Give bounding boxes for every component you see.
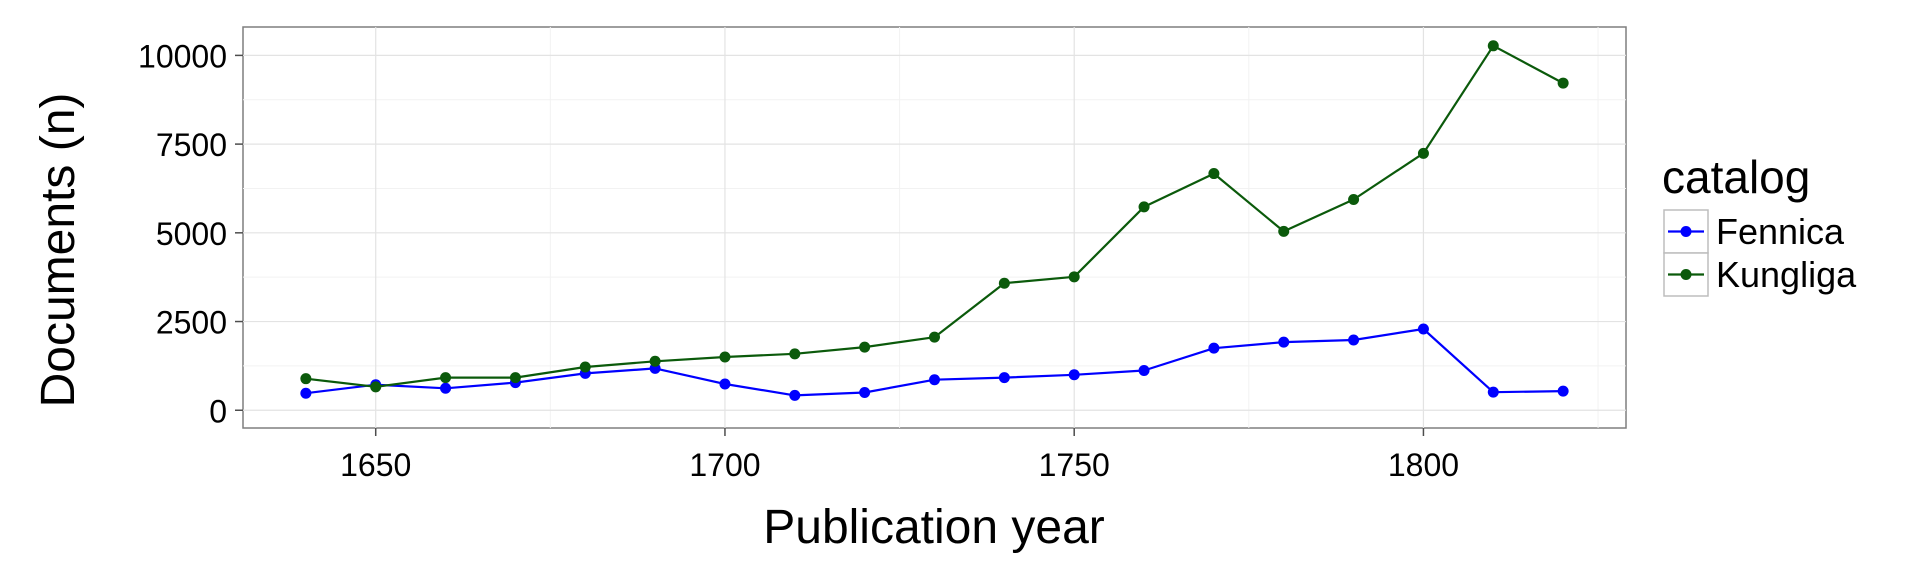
data-point-kungliga — [370, 381, 382, 393]
major-gridlines — [243, 27, 1626, 428]
data-point-fennica — [998, 372, 1010, 384]
minor-gridlines — [243, 27, 1626, 428]
legend-key-point-fennica — [1680, 226, 1692, 237]
data-point-kungliga — [859, 341, 871, 353]
x-tick-label: 1750 — [1039, 447, 1110, 483]
data-point-kungliga — [1348, 193, 1360, 205]
legend-key-point-kungliga — [1680, 269, 1692, 280]
y-tick-label: 7500 — [156, 127, 227, 163]
data-point-kungliga — [440, 372, 452, 384]
data-point-kungliga — [649, 355, 661, 367]
legend-label-kungliga: Kungliga — [1716, 254, 1857, 295]
data-point-fennica — [929, 374, 940, 386]
data-point-kungliga — [719, 351, 731, 363]
x-axis-title: Publication year — [763, 501, 1105, 554]
data-point-kungliga — [1417, 147, 1429, 159]
y-tick-label: 5000 — [156, 216, 227, 252]
data-point-kungliga — [579, 361, 591, 373]
data-point-fennica — [1417, 323, 1429, 335]
data-point-fennica — [1138, 365, 1150, 377]
data-point-kungliga — [1557, 77, 1569, 89]
series-layer — [300, 40, 1569, 401]
data-point-fennica — [440, 382, 452, 394]
data-point-kungliga — [929, 331, 940, 343]
legend-title: catalog — [1662, 151, 1810, 203]
x-tick-label: 1700 — [689, 447, 760, 483]
data-point-kungliga — [1138, 201, 1150, 213]
data-point-fennica — [859, 387, 871, 399]
y-tick-label: 10000 — [138, 38, 227, 74]
data-point-fennica — [1557, 385, 1569, 397]
data-point-fennica — [1487, 386, 1499, 398]
y-tick-label: 2500 — [156, 305, 227, 341]
data-point-kungliga — [998, 277, 1010, 289]
plot-panel — [242, 26, 1627, 429]
y-axis-title: Documents (n) — [32, 93, 85, 408]
data-point-kungliga — [1487, 40, 1499, 52]
data-point-fennica — [789, 389, 801, 401]
data-point-fennica — [719, 378, 731, 390]
axis-ticks — [235, 54, 1425, 436]
data-point-fennica — [1068, 369, 1080, 381]
data-point-kungliga — [300, 373, 312, 385]
data-point-kungliga — [509, 372, 521, 384]
tick-labels: 1650 1700 1750 1800 0 2500 5000 7500 10000 — [138, 38, 1459, 483]
data-point-fennica — [1348, 334, 1360, 346]
legend-label-fennica: Fennica — [1716, 211, 1845, 252]
x-tick-label: 1650 — [340, 447, 411, 483]
data-point-fennica — [300, 387, 312, 399]
data-point-kungliga — [1068, 271, 1080, 283]
data-point-kungliga — [1278, 225, 1290, 237]
data-point-kungliga — [789, 348, 801, 360]
data-point-fennica — [1278, 336, 1290, 348]
y-tick-label: 0 — [209, 393, 227, 429]
data-point-fennica — [1208, 342, 1220, 354]
x-tick-label: 1800 — [1388, 447, 1459, 483]
data-point-kungliga — [1208, 168, 1220, 180]
